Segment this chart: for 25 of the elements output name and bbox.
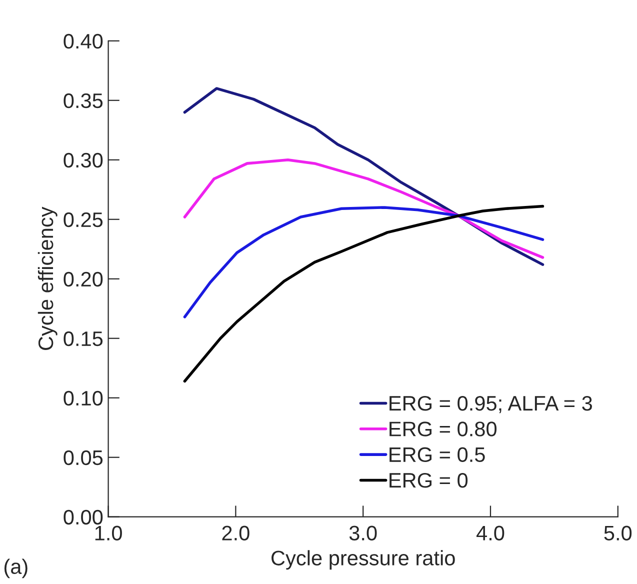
x-axis-title: Cycle pressure ratio — [272, 550, 455, 570]
y-tick-label: 0.10 — [64, 390, 103, 406]
y-tick-label: 0.30 — [64, 152, 103, 168]
legend-label: ERG = 0.95; ALFA = 3 — [390, 396, 592, 414]
x-tick-label: 5.0 — [604, 526, 632, 540]
legend-label: ERG = 0.5 — [390, 447, 485, 462]
line-series — [183, 206, 544, 318]
y-tick-label: 0.40 — [64, 34, 103, 49]
x-tick-label: 4.0 — [476, 526, 504, 540]
y-tick-label: 0.25 — [64, 212, 103, 228]
y-axis-title: Cycle efficiency — [38, 206, 58, 350]
line-series — [183, 87, 544, 266]
x-tick-label: 3.0 — [349, 526, 377, 540]
text: (a) — [4, 558, 28, 578]
legend-label: ERG = 0.80 — [390, 422, 497, 436]
line-series — [183, 158, 544, 259]
x-tick-label: 2.0 — [222, 526, 250, 540]
line-series — [183, 204, 544, 383]
y-tick-label: 0.00 — [64, 510, 103, 525]
y-tick-label: 0.20 — [64, 272, 103, 287]
legend-label: ERG = 0 — [390, 472, 468, 488]
y-tick-label: 0.35 — [64, 93, 103, 108]
x-tick-label: 1.0 — [95, 526, 122, 540]
y-tick-label: 0.15 — [64, 331, 103, 346]
y-tick-label: 0.05 — [64, 450, 103, 466]
